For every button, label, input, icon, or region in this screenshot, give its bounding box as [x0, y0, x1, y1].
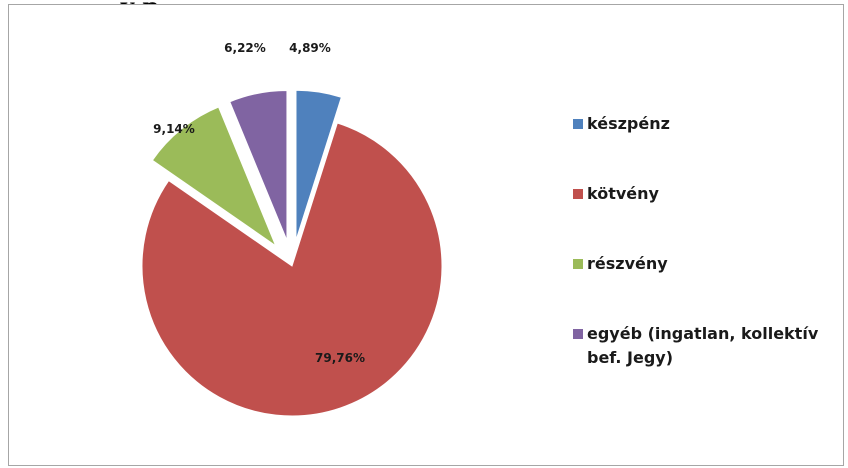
legend-item-keszpenz: készpénz [573, 112, 843, 136]
legend-label-egyeb: egyéb (ingatlan, kollektív bef. Jegy) [587, 324, 819, 367]
legend-label-reszveny: részvény [587, 254, 668, 273]
pie-slice-reszveny [151, 106, 277, 248]
legend-swatch-reszveny [573, 259, 583, 269]
legend-label-keszpenz: készpénz [587, 114, 670, 133]
legend-item-egyeb: egyéb (ingatlan, kollektív bef. Jegy) [573, 322, 843, 370]
legend: készpénz kötvény részvény egyéb (ingatla… [573, 112, 843, 370]
legend-swatch-egyeb [573, 329, 583, 339]
legend-swatch-keszpenz [573, 119, 583, 129]
pie-slice-egyeb [229, 89, 288, 241]
pie-slice-kotveny [141, 122, 443, 417]
legend-item-reszveny: részvény [573, 252, 843, 276]
data-label-kotveny: 79,76% [315, 351, 365, 365]
legend-swatch-kotveny [573, 189, 583, 199]
legend-label-kotveny: kötvény [587, 184, 659, 203]
data-label-reszveny: 9,14% [153, 122, 195, 136]
pie-slice-keszpenz [295, 89, 342, 241]
data-label-egyeb: 6,22% [224, 41, 266, 55]
data-label-keszpenz: 4,89% [289, 41, 331, 55]
legend-item-kotveny: kötvény [573, 182, 843, 206]
